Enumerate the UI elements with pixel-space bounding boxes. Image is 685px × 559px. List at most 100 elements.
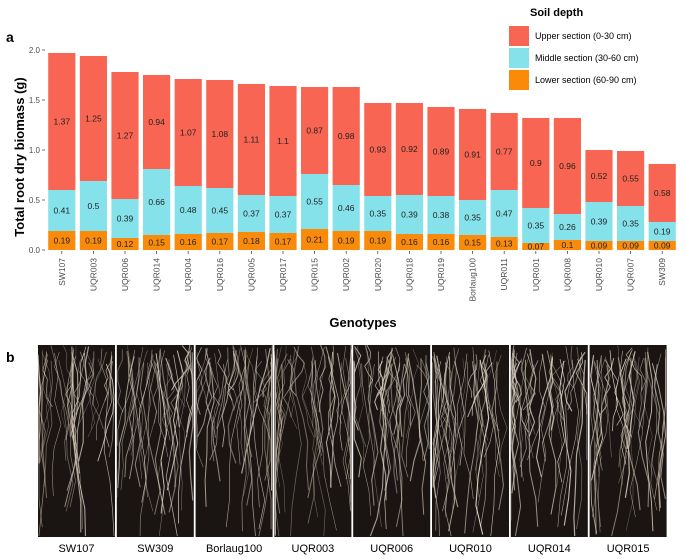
root-line <box>117 345 135 498</box>
root-line <box>336 345 351 424</box>
root-line <box>312 360 326 518</box>
middle-section-bar-value-label: 0.41 <box>54 206 71 216</box>
root-line <box>595 364 610 448</box>
x-tick-label: UQR005 <box>246 258 256 291</box>
root-line <box>140 355 154 498</box>
lower-section-bar-value-label: 0.09 <box>591 241 608 251</box>
root-line <box>244 347 259 407</box>
root-line <box>209 364 227 461</box>
upper-section-bar <box>48 53 76 190</box>
root-line <box>236 345 246 465</box>
root-line <box>557 359 565 483</box>
root-line <box>385 357 401 403</box>
root-photo <box>589 345 667 537</box>
root-line <box>423 363 430 450</box>
middle-section-bar <box>585 202 613 241</box>
middle-section-bar <box>553 214 581 240</box>
root-line <box>283 359 294 418</box>
upper-section-bar-value-label: 0.92 <box>401 144 418 154</box>
lower-section-bar-value-label: 0.21 <box>306 235 323 245</box>
root-line <box>165 354 180 537</box>
middle-section-bar <box>111 199 139 238</box>
root-line <box>519 353 530 482</box>
lower-section-bar-value-label: 0.16 <box>180 237 197 247</box>
middle-section-bar <box>648 222 676 241</box>
root-line <box>139 363 153 503</box>
lower-section-bar-value-label: 0.13 <box>496 239 513 249</box>
upper-section-bar-value-label: 1.1 <box>277 136 289 146</box>
root-line <box>227 350 240 401</box>
x-tick-label: UQR019 <box>436 258 446 291</box>
root-line <box>257 345 273 508</box>
photo-genotype-label: SW107 <box>58 543 94 555</box>
root-line <box>638 358 647 427</box>
root-line <box>71 346 87 448</box>
root-line <box>467 354 478 398</box>
root-photo <box>195 344 273 537</box>
lower-section-bar <box>553 240 581 250</box>
root-line <box>325 351 336 488</box>
root-line <box>494 355 508 465</box>
lower-section-bar <box>111 238 139 250</box>
upper-section-bar <box>364 103 392 196</box>
upper-section-bar-value-label: 0.52 <box>591 171 608 181</box>
root-line <box>150 349 159 424</box>
root-line <box>629 351 649 518</box>
middle-section-bar-value-label: 0.47 <box>496 209 513 219</box>
upper-section-bar-value-label: 0.77 <box>496 147 513 157</box>
root-line <box>520 358 536 435</box>
upper-section-bar <box>459 109 487 200</box>
root-line <box>63 345 74 395</box>
root-line <box>387 347 401 414</box>
lower-section-bar-value-label: 0.18 <box>243 236 260 246</box>
upper-section-bar-value-label: 1.11 <box>243 135 259 145</box>
upper-section-bar <box>427 107 455 196</box>
root-line <box>443 362 459 508</box>
lower-section-bar <box>332 231 360 250</box>
root-line <box>197 357 213 438</box>
root-line <box>446 348 460 480</box>
root-line <box>471 361 487 528</box>
middle-section-bar-value-label: 0.48 <box>180 205 197 215</box>
root-line <box>74 357 94 439</box>
middle-section-bar-value-label: 0.19 <box>654 227 671 237</box>
root-line <box>557 346 572 528</box>
upper-section-bar <box>237 84 265 195</box>
root-line <box>217 348 234 391</box>
root-line <box>551 360 566 408</box>
root-line <box>442 353 468 512</box>
root-line <box>301 359 323 465</box>
y-tick-label: 1.5 <box>29 96 41 105</box>
lower-section-bar-value-label: 0.17 <box>275 237 292 247</box>
root-line <box>157 359 170 537</box>
root-line <box>97 363 115 462</box>
root-line <box>178 348 192 408</box>
root-line <box>117 349 136 446</box>
root-line <box>37 354 42 464</box>
lower-section-bar <box>174 234 202 250</box>
upper-section-bar <box>585 150 613 202</box>
middle-section-bar-value-label: 0.39 <box>591 217 608 227</box>
root-line <box>178 346 192 511</box>
middle-section-bar-value-label: 0.35 <box>622 219 639 229</box>
root-line <box>289 350 302 537</box>
root-line <box>139 363 157 537</box>
lower-section-bar-value-label: 0.19 <box>338 236 355 246</box>
x-axis-title: Genotypes <box>329 315 396 330</box>
root-line <box>124 356 135 478</box>
root-line <box>432 355 442 498</box>
root-line <box>71 346 82 533</box>
root-line <box>484 361 500 477</box>
panel-b-label: b <box>6 349 15 365</box>
root-line <box>560 359 579 516</box>
root-line <box>278 359 291 432</box>
root-line <box>472 350 488 441</box>
upper-section-bar <box>111 72 139 199</box>
legend-swatch <box>509 26 529 46</box>
legend-entry-label: Middle section (30-60 cm) <box>535 53 639 63</box>
middle-section-bar <box>490 190 518 237</box>
root-line <box>541 353 557 515</box>
root-line <box>442 362 453 427</box>
root-line <box>339 349 352 451</box>
root-line <box>252 355 266 530</box>
